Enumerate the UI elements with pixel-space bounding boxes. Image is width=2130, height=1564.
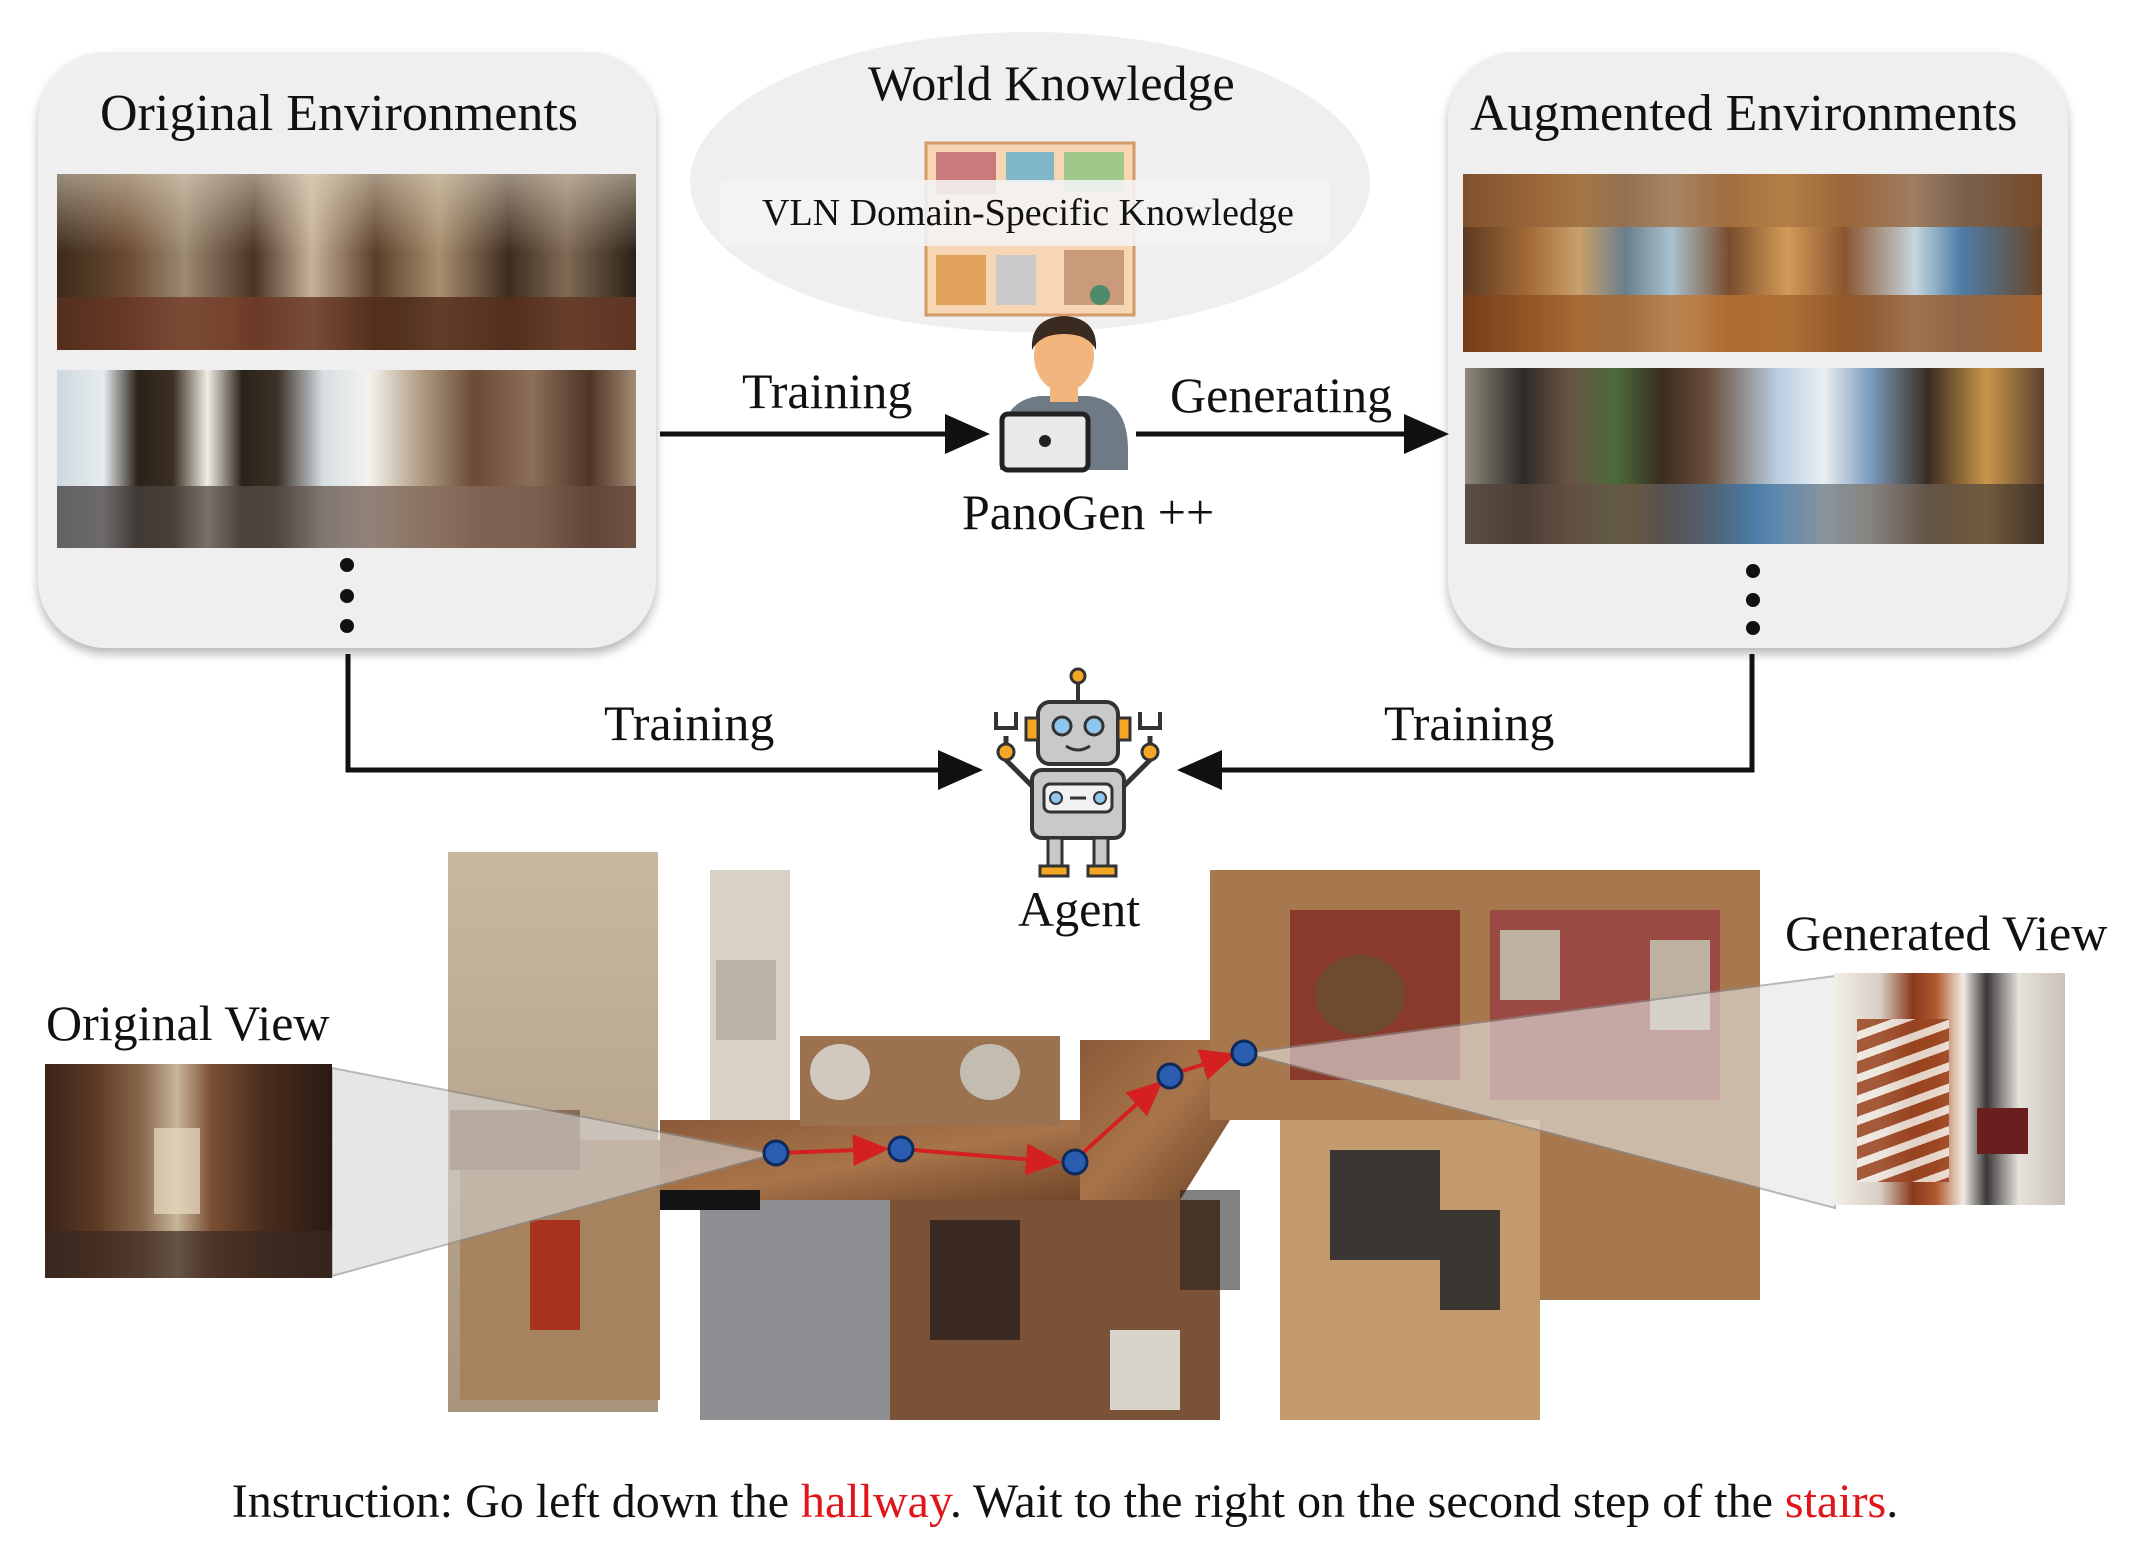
instruction-middle: . Wait to the right on the second step o…	[949, 1475, 1785, 1528]
original-environments-panel	[38, 52, 656, 648]
training-arrow-left	[345, 654, 983, 790]
training-label-right: Training	[1384, 695, 1555, 751]
augmented-environments-title: Augmented Environments	[1470, 85, 2018, 142]
original-view-label: Original View	[46, 995, 330, 1051]
instruction-text: Instruction: Go left down the hallway. W…	[0, 1474, 2130, 1529]
generating-label: Generating	[1170, 367, 1393, 423]
path-node	[887, 1135, 915, 1163]
training-label-top: Training	[742, 363, 913, 419]
panorama-curtained-room-photo	[57, 370, 636, 548]
training-arrow-right	[1177, 654, 1755, 790]
panorama-living-room-photo	[57, 174, 636, 350]
generated-panorama-lake-view-photo	[1463, 174, 2042, 352]
vln-knowledge-band	[720, 180, 1330, 246]
generated-view-label: Generated View	[1785, 905, 2108, 961]
path-node	[762, 1139, 790, 1167]
instruction-highlight-hallway: hallway	[801, 1475, 950, 1528]
original-environments-title: Original Environments	[100, 85, 579, 142]
agent-label: Agent	[1018, 881, 1141, 937]
world-knowledge-title: World Knowledge	[868, 55, 1235, 111]
training-label-left: Training	[604, 695, 775, 751]
original-view-photo	[45, 1064, 332, 1278]
generated-panorama-mountain-view-photo	[1465, 368, 2044, 544]
instruction-prefix: Instruction: Go left down the	[231, 1475, 801, 1528]
generated-view-photo	[1834, 973, 2065, 1205]
path-node	[1061, 1148, 1089, 1176]
path-node	[1230, 1039, 1258, 1067]
instruction-suffix: .	[1886, 1475, 1899, 1528]
vln-knowledge-label: VLN Domain-Specific Knowledge	[762, 192, 1294, 234]
instruction-highlight-stairs: stairs	[1784, 1475, 1887, 1528]
panogen-label: PanoGen ++	[962, 484, 1215, 540]
path-node	[1156, 1062, 1184, 1090]
